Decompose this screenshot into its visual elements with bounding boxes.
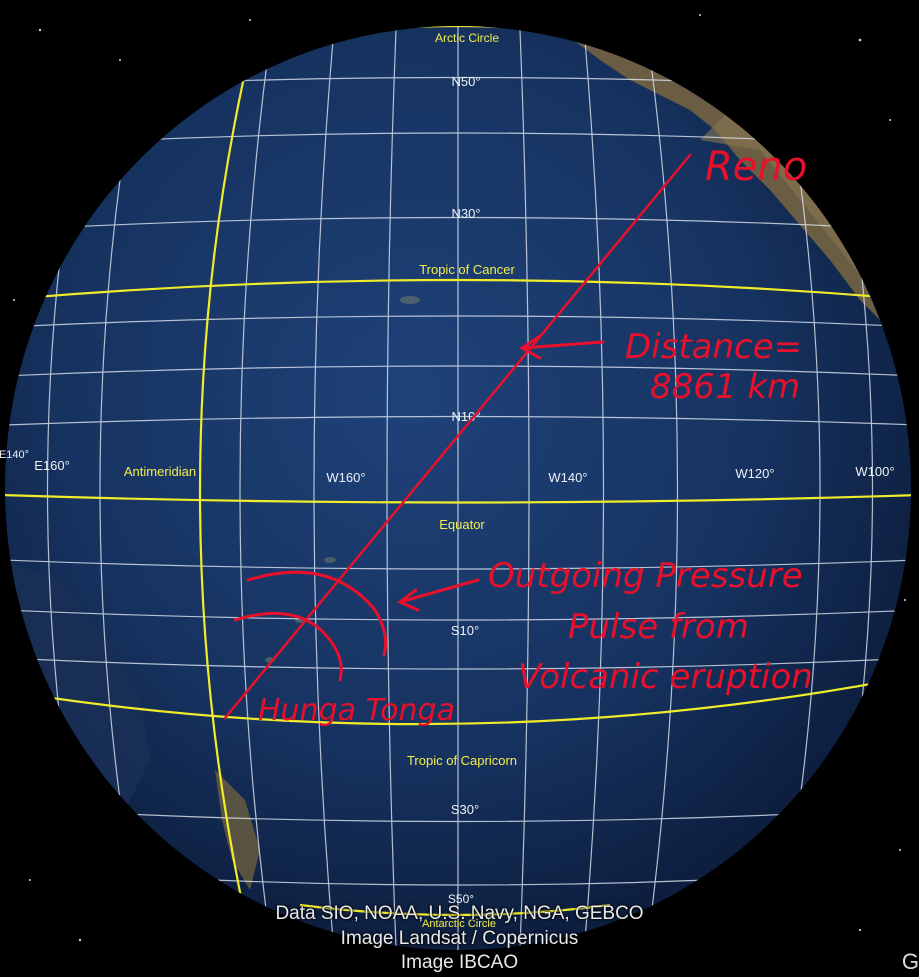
antarctic-circle-line [299,903,611,917]
label-antarctic-circle: Antarctic Circle [422,918,496,930]
label-w160: W160° [326,470,365,485]
label-e140: E140° [0,449,29,461]
annotation-reno: Reno [705,144,807,190]
label-tropic-of-cancer: Tropic of Cancer [419,262,515,277]
red-annotations [223,153,692,720]
label-arctic-circle: Arctic Circle [435,31,499,45]
label-e160: E160° [34,458,70,473]
label-s50: S50° [448,892,474,906]
attribution-image-landsat: Image Landsat / Copernicus [340,928,579,949]
label-n30: N30° [451,206,480,221]
annotation-distance-label: Distance= [625,327,802,367]
label-n10: N10° [451,409,480,424]
equator-line [5,493,911,504]
distance-arrow [519,334,605,360]
pressure-pulse-arc-outer [246,570,388,657]
label-s30: S30° [451,802,479,817]
label-equator: Equator [439,517,485,532]
annotation-distance-value: 8861 km [650,367,800,407]
attribution-data: Data SIO, NOAA, U.S. Navy, NGA, GEBCO [275,903,644,924]
label-n50: N50° [451,74,480,89]
label-antimeridian: Antimeridian [124,464,196,479]
annotation-pulse-line3: Volcanic eruption [518,657,813,697]
label-w100: W100° [855,464,894,479]
starfield [13,14,906,942]
antimeridian-line [198,49,252,941]
pulse-arrow [397,578,480,612]
attribution-image-ibcao: Image IBCAO [400,952,519,973]
annotation-hunga-tonga: Hunga Tonga [258,693,455,728]
tropic-of-capricorn-line [5,673,911,726]
pacific-islands [265,296,420,663]
annotation-pulse-line1: Outgoing Pressure [488,556,803,596]
pressure-pulse-arc-inner [233,611,343,682]
label-s10: S10° [451,623,479,638]
corner-logo-fragment: G [901,949,919,974]
label-w140: W140° [548,470,587,485]
new-zealand-landmass [215,770,260,890]
label-w120: W120° [735,466,774,481]
label-tropic-of-capricorn: Tropic of Capricorn [407,753,517,768]
tropic-of-cancer-line [5,278,911,302]
distance-line [223,153,692,720]
annotation-pulse-line2: Pulse from [568,607,749,647]
